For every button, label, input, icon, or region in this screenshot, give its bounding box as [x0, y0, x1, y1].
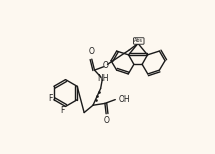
Text: NH: NH [97, 74, 109, 83]
Text: O: O [103, 116, 109, 125]
Text: Abs: Abs [134, 38, 143, 43]
Text: F: F [48, 94, 52, 103]
Text: O: O [103, 61, 109, 70]
Text: F: F [60, 106, 65, 115]
Text: O: O [89, 47, 95, 56]
Text: OH: OH [119, 95, 130, 104]
